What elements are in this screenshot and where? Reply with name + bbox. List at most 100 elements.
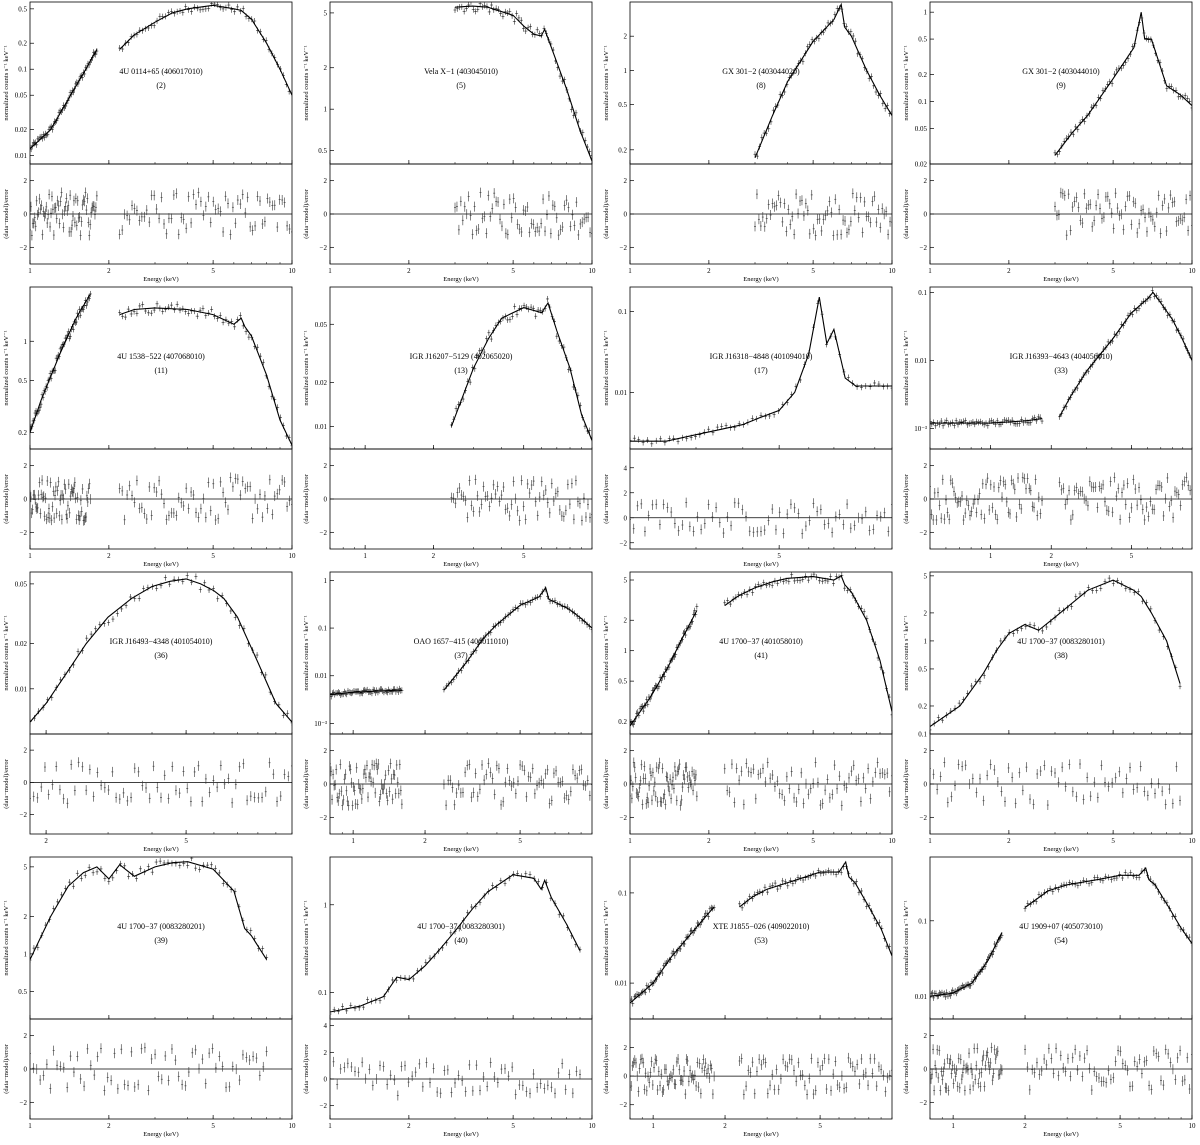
y-tick-label-bottom: 2 [324, 1049, 328, 1057]
data-points-2 [1058, 287, 1192, 420]
y-tick-label-bottom: 4 [624, 464, 628, 472]
x-tick-label: 10 [889, 267, 897, 275]
y-tick-label-bottom: −2 [20, 811, 28, 819]
y-tick-label-top: 0.05 [915, 125, 928, 133]
x-tick-label: 10 [589, 267, 597, 275]
y-tick-label-top: 0.01 [615, 980, 628, 988]
y-tick-label-top: 0.1 [18, 66, 27, 74]
spectrum-chart-17: 5 0.01 0.1 −2 0 2 4 Energy (keV) normalized coun… [603, 286, 893, 568]
data-points-1 [453, 2, 592, 159]
spectrum-chart-39: 1 2 5 10 0.5 1 2 5 −2 0 2 Energy (keV) normalized co… [3, 856, 296, 1138]
source-index-label: (39) [154, 936, 168, 945]
y-tick-label-top: 0.01 [915, 357, 928, 365]
y-axis-label-bottom: (data−model)/error [603, 1043, 610, 1093]
residual-points-1 [30, 1042, 268, 1096]
y-tick-label-top: 1 [324, 577, 328, 585]
x-tick-label: 1 [628, 267, 632, 275]
y-tick-label-bottom: −2 [920, 529, 928, 537]
y-tick-label-top: 5 [924, 572, 928, 580]
x-tick-label: 2 [707, 837, 711, 845]
x-tick-label: 1 [928, 267, 932, 275]
data-points-1 [1053, 14, 1192, 158]
y-tick-label-bottom: 2 [24, 177, 28, 185]
source-index-label: (36) [154, 651, 168, 660]
y-tick-label-top: 0.05 [315, 321, 328, 329]
x-tick-label: 1 [651, 1122, 655, 1130]
y-tick-label-bottom: 2 [24, 1032, 28, 1040]
data-points-2 [738, 863, 892, 957]
x-tick-label: 2 [1007, 267, 1011, 275]
source-name-label: 4U 1700−37 (0083280201) [117, 922, 205, 931]
source-name-label: 4U 1700−37 (0083280101) [1017, 637, 1105, 646]
x-tick-label: 2 [44, 837, 48, 845]
source-index-label: (8) [756, 81, 766, 90]
source-name-label: XTE J1855−026 (409022010) [713, 922, 810, 931]
spectrum-series-2 [739, 860, 892, 957]
spectrum-series-1 [454, 5, 592, 162]
y-axis-label-bottom: (data−model)/error [603, 473, 610, 523]
y-axis-label-top: normalized counts s⁻¹ keV⁻¹ [3, 900, 10, 975]
spectrum-panel-53: 1 2 5 0.01 0.1 −2 0 2 Energy (keV) normalized cou… [600, 855, 900, 1140]
residual-points-2 [1024, 1043, 1192, 1096]
x-axis-label: Energy (keV) [743, 1131, 778, 1138]
x-tick-label: 5 [1111, 267, 1115, 275]
residual-frame [29, 733, 293, 835]
x-tick-label: 10 [1189, 837, 1197, 845]
y-tick-label-bottom: 0 [324, 496, 328, 504]
y-tick-label-bottom: 2 [924, 462, 928, 470]
y-tick-label-top: 0.02 [15, 126, 28, 134]
y-tick-label-bottom: −2 [20, 529, 28, 537]
y-axis-label-top: normalized counts s⁻¹ keV⁻¹ [3, 330, 10, 405]
spectrum-chart-37: 1 2 5 10⁻³ 0.01 0.1 1 −2 0 2 Energy (keV) normalize… [303, 571, 593, 853]
residual-points-1 [630, 497, 892, 539]
y-axis-label-bottom: (data−model)/error [3, 188, 10, 238]
x-tick-label: 5 [811, 267, 815, 275]
y-tick-label-bottom: 0 [324, 1076, 328, 1084]
x-tick-label: 1 [28, 1122, 32, 1130]
y-tick-label-top: 0.01 [915, 993, 928, 1001]
y-tick-label-top: 0.2 [918, 71, 927, 79]
data-points-2 [118, 2, 292, 97]
y-tick-label-top: 1 [624, 647, 628, 655]
y-tick-label-bottom: 4 [324, 1022, 328, 1030]
y-tick-label-bottom: 0 [324, 781, 328, 789]
y-tick-label-top: 0.5 [618, 678, 627, 686]
y-tick-label-bottom: 2 [924, 747, 928, 755]
source-name-label: 4U 1538−522 (407068010) [117, 352, 205, 361]
y-tick-label-bottom: −2 [920, 814, 928, 822]
y-tick-label-bottom: −2 [320, 244, 328, 252]
x-tick-label: 1 [363, 552, 367, 560]
y-tick-label-bottom: −2 [620, 539, 628, 547]
y-axis-label-bottom: (data−model)/error [903, 188, 910, 238]
x-tick-label: 1 [989, 552, 993, 560]
x-tick-label: 2 [423, 837, 427, 845]
residual-frame [629, 448, 893, 550]
spectrum-chart-9: 1 2 5 10 0.02 0.05 0.1 0.2 0.5 1 −2 0 2 Energy (keV) n… [903, 1, 1196, 283]
y-tick-label-top: 0.5 [918, 665, 927, 673]
y-axis-label-bottom: (data−model)/error [3, 758, 10, 808]
y-tick-label-top: 0.2 [18, 40, 27, 48]
y-axis-label-bottom: (data−model)/error [303, 188, 310, 238]
x-tick-label: 5 [518, 837, 522, 845]
y-tick-label-bottom: 0 [324, 211, 328, 219]
x-tick-label: 2 [107, 552, 111, 560]
y-tick-label-top: 2 [924, 609, 928, 617]
residual-points-2 [118, 187, 292, 240]
spectrum-chart-41: 1 2 5 10 0.2 0.5 1 2 5 −2 0 2 Energy (keV) normalized… [603, 571, 896, 853]
y-tick-label-top: 2 [24, 913, 28, 921]
y-tick-label-bottom: 0 [624, 781, 628, 789]
data-points-1 [330, 870, 582, 1018]
y-tick-label-top: 5 [324, 9, 328, 17]
data-points-1 [930, 932, 1004, 1001]
y-tick-label-top: 0.1 [918, 98, 927, 106]
data-points-1 [30, 290, 92, 432]
y-axis-label-top: normalized counts s⁻¹ keV⁻¹ [3, 45, 10, 120]
spectrum-chart-53: 1 2 5 0.01 0.1 −2 0 2 Energy (keV) normalized cou… [603, 856, 893, 1138]
data-points-1 [30, 48, 99, 153]
x-tick-label: 1 [628, 837, 632, 845]
source-name-label: GX 301−2 (403044020) [722, 67, 800, 76]
spectrum-chart-54: 1 2 5 10 0.01 0.1 −2 0 2 Energy (keV) normalized c… [903, 856, 1196, 1138]
spectrum-chart-5: 1 2 5 10 0.5 1 2 5 −2 0 2 Energy (keV) normalized co… [303, 1, 597, 283]
y-tick-label-bottom: 0 [24, 1066, 28, 1074]
